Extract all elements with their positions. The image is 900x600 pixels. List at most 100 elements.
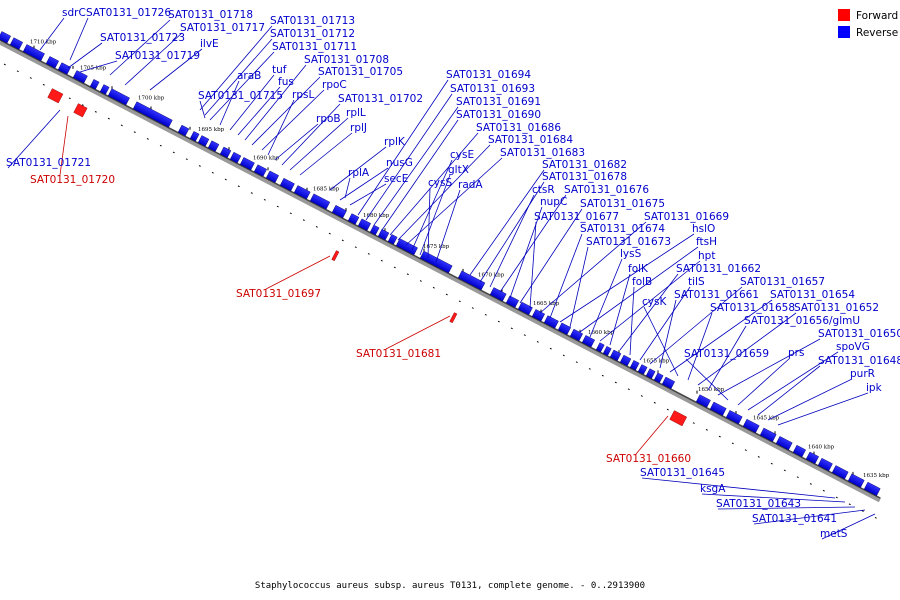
label-leader	[619, 273, 679, 351]
tick-mark	[302, 219, 305, 221]
reverse-gene	[377, 228, 390, 241]
reverse-gene	[581, 335, 595, 348]
gene-label: araB	[237, 70, 261, 82]
forward-gene	[73, 103, 88, 118]
label-leader	[777, 392, 869, 426]
label-leader	[274, 123, 319, 161]
gene-label: SAT0131_01654	[770, 289, 855, 301]
gene-label: SAT0131_01690	[456, 109, 541, 121]
label-leader	[589, 258, 623, 338]
forward-gene	[331, 250, 340, 262]
gene-label: SAT0131_01675	[580, 198, 665, 210]
gene-label: SAT0131_01684	[488, 134, 573, 146]
tick-mark	[146, 138, 149, 140]
tick-mark	[861, 510, 864, 512]
gene-label: rplK	[384, 136, 406, 148]
reverse-gene	[369, 224, 380, 236]
reverse-gene	[279, 177, 295, 192]
gene-label: purR	[850, 368, 875, 380]
tick-mark	[107, 117, 110, 120]
gene-label: SAT0131_01641	[752, 513, 837, 525]
reverse-gene	[619, 354, 632, 367]
gene-label: rplJ	[350, 122, 367, 134]
label-leader	[687, 312, 713, 381]
tick-mark	[601, 374, 604, 377]
gene-label: SAT0131_01645	[640, 467, 725, 479]
gene-label: SAT0131_01673	[586, 236, 671, 248]
label-leader	[519, 208, 583, 304]
tick-mark	[718, 435, 721, 438]
gene-label: SAT0131_01694	[446, 69, 531, 81]
label-leader	[339, 167, 389, 201]
gene-label: SAT0131_01708	[304, 54, 389, 66]
tick-mark	[692, 422, 695, 424]
gene-label: SAT0131_01713	[270, 15, 355, 27]
gene-label: SAT0131_01658	[710, 302, 795, 314]
label-leader	[697, 312, 797, 386]
reverse-gene	[645, 368, 656, 379]
tick-mark	[367, 253, 370, 255]
reverse-gene	[107, 88, 130, 106]
tick-mark	[315, 226, 318, 228]
gene-label: cysS	[428, 177, 452, 189]
label-leader	[753, 509, 866, 525]
reverse-gene	[189, 131, 200, 142]
tick-mark	[224, 178, 227, 181]
gene-label: SAT0131_01693	[450, 83, 535, 95]
gene-label: cysK	[642, 296, 667, 308]
reverse-gene	[207, 140, 220, 152]
legend-forward-label: Forward	[856, 10, 898, 22]
label-leader	[267, 99, 295, 156]
reverse-gene	[253, 164, 267, 177]
reverse-gene	[9, 37, 23, 50]
tick-mark	[120, 124, 123, 127]
label-leader	[265, 255, 331, 290]
gene-label: rpoB	[316, 113, 341, 125]
tick-mark	[445, 293, 448, 296]
tick-mark	[835, 496, 838, 499]
tick-mark	[614, 381, 617, 384]
gene-labels: sdrC SAT0131_01726SAT0131_01718SAT0131_01…	[6, 7, 900, 540]
reverse-gene	[265, 170, 279, 183]
tick-mark	[42, 83, 45, 86]
tick-mark	[289, 212, 292, 215]
tick-mark	[562, 354, 565, 357]
gene-label: SAT0131_01718	[168, 9, 253, 21]
reverse-gene	[609, 349, 622, 362]
gene-label: SAT0131_01660	[606, 453, 691, 465]
scale-tick: 1695 kbp	[198, 127, 225, 133]
gene-label: gltX	[448, 164, 469, 176]
tick-mark	[653, 401, 656, 404]
tick-mark	[393, 266, 396, 269]
gene-label: prs	[788, 347, 804, 359]
reverse-gene	[742, 418, 760, 434]
label-leader	[299, 132, 353, 176]
reverse-gene	[357, 218, 371, 231]
reverse-gene	[569, 328, 583, 342]
reverse-gene	[847, 473, 865, 488]
label-leader	[219, 80, 240, 126]
reverse-gene	[239, 157, 255, 171]
label-leader	[281, 103, 341, 166]
tick-mark	[536, 341, 539, 343]
forward-gene	[47, 88, 64, 104]
reverse-gene	[22, 44, 45, 62]
label-leader	[757, 365, 821, 416]
reverse-gene	[661, 376, 675, 390]
gene-label: nupC	[540, 196, 567, 208]
gene-label: SAT0131_01726	[86, 7, 171, 19]
gene-label: tuf	[272, 64, 287, 76]
label-leader	[717, 506, 856, 510]
label-leader	[59, 115, 69, 176]
gene-label: SAT0131_01678	[542, 171, 627, 183]
label-leader	[7, 109, 61, 169]
label-leader	[767, 378, 853, 421]
gene-label: folB	[632, 276, 652, 288]
gene-label: ipk	[866, 382, 883, 394]
reverse-gene	[395, 238, 418, 256]
gene-label: SAT0131_01662	[676, 263, 761, 275]
label-leader	[344, 177, 351, 199]
reverse-gene	[347, 213, 360, 225]
label-leader	[67, 42, 103, 69]
